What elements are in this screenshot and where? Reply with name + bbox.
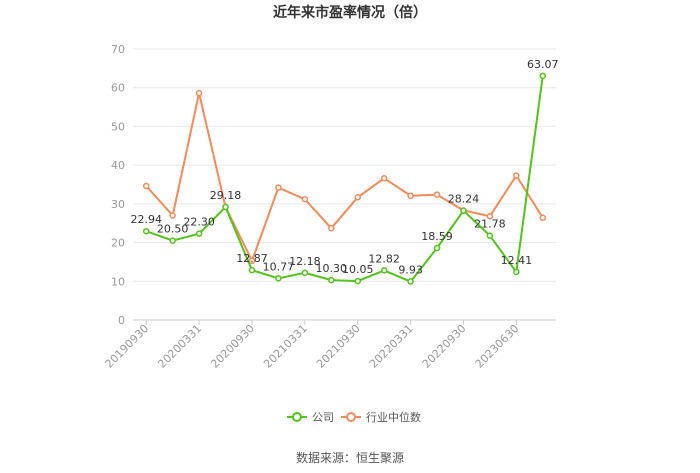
y-tick-label: 60 — [111, 82, 125, 95]
data-point — [380, 267, 388, 274]
data-label: 20.50 — [157, 223, 189, 236]
data-label: 9.93 — [398, 264, 423, 277]
data-point — [222, 203, 229, 211]
data-point — [275, 275, 282, 282]
data-point — [275, 184, 282, 191]
data-label: 12.82 — [368, 252, 400, 265]
data-point — [460, 207, 467, 214]
data-label: 28.24 — [448, 193, 480, 206]
legend-item-0[interactable]: 公司 — [287, 411, 334, 424]
data-point — [539, 214, 547, 222]
data-point — [433, 191, 441, 198]
source-note: 数据来源：恒生聚源 — [296, 450, 404, 465]
data-point — [195, 89, 203, 97]
data-point — [539, 72, 547, 80]
data-point — [354, 194, 361, 201]
legend-swatch-marker — [292, 412, 302, 422]
data-point — [433, 244, 441, 252]
data-point — [195, 230, 203, 237]
y-tick-label: 50 — [111, 120, 125, 133]
x-tick-label: 20200331 — [155, 322, 204, 371]
data-point — [354, 277, 361, 285]
data-label: 12.87 — [236, 252, 268, 265]
y-tick-label: 30 — [111, 198, 125, 211]
data-point — [407, 192, 414, 199]
data-label: 12.41 — [501, 254, 533, 267]
data-point — [142, 227, 150, 235]
grid-lines — [133, 48, 556, 282]
y-tick-label: 70 — [111, 43, 125, 56]
data-point — [486, 212, 494, 220]
data-label: 21.78 — [474, 218, 506, 231]
data-label: 63.07 — [527, 58, 559, 71]
data-point — [301, 195, 309, 203]
data-point — [328, 276, 335, 284]
chart-title: 近年来市盈率情况（倍） — [273, 4, 427, 21]
x-tick-label: 20210331 — [261, 322, 310, 371]
legend-label: 公司 — [312, 411, 334, 424]
data-point — [169, 212, 176, 219]
data-point — [486, 232, 494, 239]
data-label: 12.18 — [289, 255, 321, 268]
x-tick-label: 20190930 — [103, 322, 152, 371]
data-label: 10.30 — [316, 262, 348, 275]
data-label: 10.77 — [263, 260, 295, 273]
data-point — [328, 224, 335, 232]
legend-swatch-marker — [346, 412, 356, 422]
data-label: 22.30 — [183, 216, 215, 229]
series-line-0 — [145, 75, 544, 283]
legend[interactable]: 公司 行业中位数 — [287, 410, 421, 424]
data-point — [513, 268, 520, 276]
x-tick-label: 20230630 — [473, 322, 522, 371]
y-tick-label: 0 — [118, 314, 125, 327]
data-point — [301, 269, 309, 277]
series-line-1 — [145, 92, 544, 264]
y-tick-label: 20 — [111, 237, 125, 250]
x-tick-label: 20220930 — [420, 322, 469, 371]
y-tick-label: 10 — [111, 275, 125, 288]
data-label: 10.05 — [342, 263, 374, 276]
x-tick-label: 20210930 — [314, 322, 363, 371]
data-label: 22.94 — [130, 213, 162, 226]
data-label: 29.18 — [210, 189, 242, 202]
x-tick-label: 20220331 — [367, 322, 416, 371]
legend-item-1[interactable]: 行业中位数 — [341, 410, 421, 424]
data-label: 18.59 — [421, 230, 453, 243]
data-point — [248, 266, 256, 274]
data-point — [169, 237, 176, 244]
y-tick-label: 40 — [111, 159, 125, 172]
data-point — [248, 257, 256, 265]
data-point — [407, 278, 414, 285]
data-point — [380, 175, 388, 182]
series-lines — [142, 72, 547, 285]
data-point — [142, 182, 150, 190]
data-point — [513, 172, 520, 179]
legend-label: 行业中位数 — [366, 410, 421, 424]
x-tick-label: 20200930 — [208, 322, 257, 371]
